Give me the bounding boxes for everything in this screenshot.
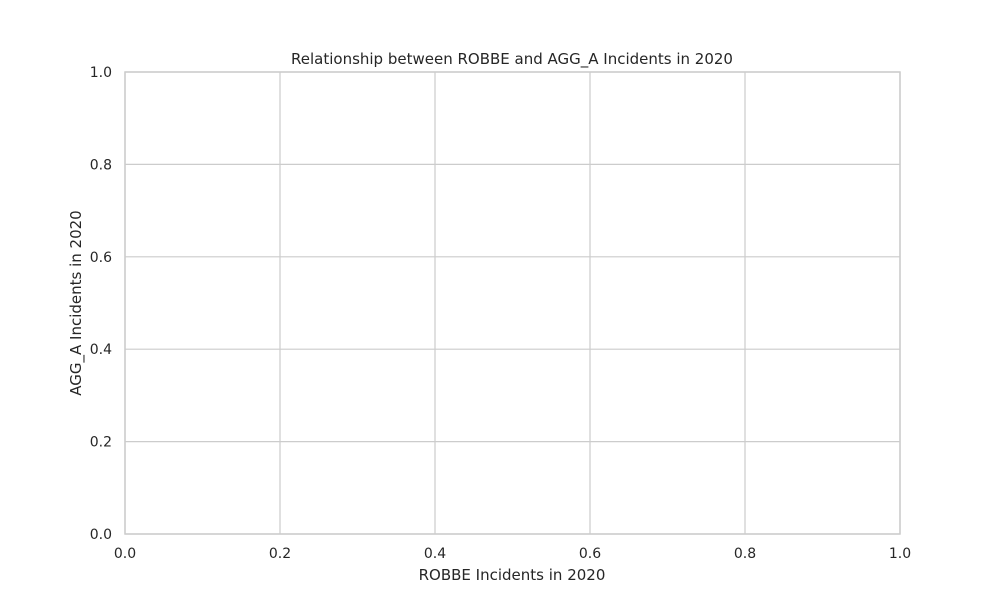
x-tick-label: 0.8: [734, 546, 756, 562]
x-tick-label: 0.6: [579, 546, 601, 562]
x-tick-label: 0.0: [114, 546, 136, 562]
y-axis-label: AGG_A Incidents in 2020: [67, 210, 86, 395]
x-tick-label: 0.4: [424, 546, 446, 562]
x-tick-label: 1.0: [889, 546, 911, 562]
y-tick-labels: 0.0 0.2 0.4 0.6 0.8 1.0: [90, 65, 112, 543]
x-tick-label: 0.2: [269, 546, 291, 562]
y-tick-label: 0.6: [90, 250, 112, 266]
chart-title: Relationship between ROBBE and AGG_A Inc…: [291, 50, 733, 69]
x-tick-labels: 0.0 0.2 0.4 0.6 0.8 1.0: [114, 546, 911, 562]
x-axis-label: ROBBE Incidents in 2020: [419, 566, 606, 584]
y-tick-label: 0.8: [90, 157, 112, 173]
y-tick-label: 0.2: [90, 435, 112, 451]
plot-frame: [124, 71, 901, 535]
y-tick-label: 0.0: [90, 527, 112, 543]
y-tick-label: 0.4: [90, 342, 112, 358]
y-tick-label: 1.0: [90, 65, 112, 81]
